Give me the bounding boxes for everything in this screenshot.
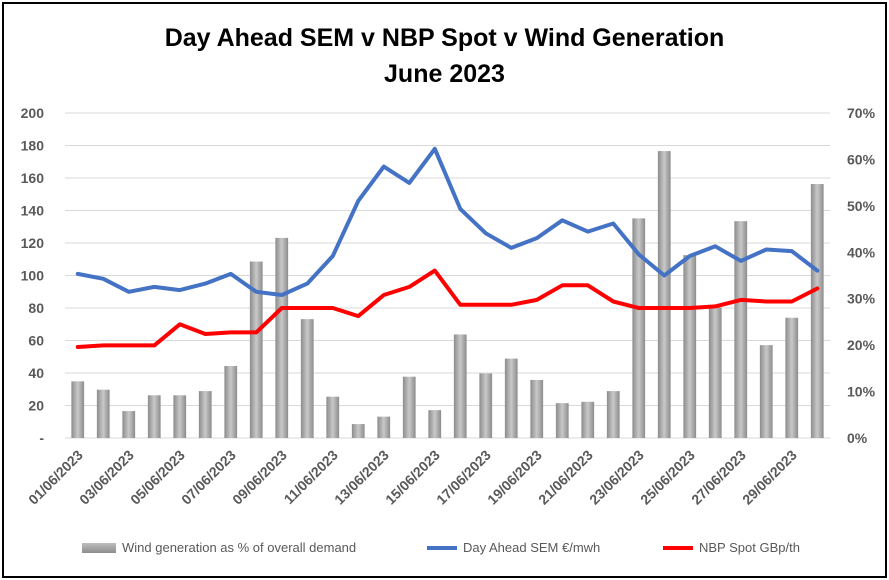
y-left-tick-label: 80 bbox=[28, 300, 44, 316]
wind-bar bbox=[504, 358, 518, 438]
legend-label-wind: Wind generation as % of overall demand bbox=[122, 540, 357, 555]
y-left-tick-label: 120 bbox=[21, 235, 45, 251]
y-left-tick-label: 100 bbox=[21, 268, 45, 284]
wind-bar bbox=[683, 255, 697, 438]
y-right-tick-label: 0% bbox=[847, 430, 868, 446]
wind-bar bbox=[428, 410, 442, 438]
legend-label-nbp: NBP Spot GBp/th bbox=[699, 540, 800, 555]
wind-bar bbox=[810, 184, 824, 438]
x-tick-label: 29/06/2023 bbox=[739, 447, 800, 508]
wind-bar bbox=[402, 376, 416, 438]
wind-bar bbox=[453, 334, 467, 438]
wind-bar bbox=[122, 411, 136, 438]
legend-item-sem: Day Ahead SEM €/mwh bbox=[427, 540, 600, 555]
wind-bar bbox=[734, 221, 748, 438]
wind-bar bbox=[71, 381, 85, 438]
chart-subtitle: June 2023 bbox=[384, 60, 505, 88]
wind-bar bbox=[377, 416, 391, 438]
wind-bar bbox=[657, 151, 671, 439]
legend-item-nbp: NBP Spot GBp/th bbox=[663, 540, 800, 555]
wind-bar bbox=[300, 319, 314, 438]
wind-bar bbox=[555, 403, 569, 438]
y-left-tick-label: - bbox=[39, 430, 44, 446]
y-right-tick-label: 50% bbox=[847, 198, 876, 214]
wind-bar bbox=[479, 373, 493, 438]
wind-bar bbox=[326, 396, 340, 438]
wind-bar bbox=[530, 379, 544, 438]
wind-bar bbox=[708, 307, 722, 438]
y-left-tick-label: 160 bbox=[21, 170, 45, 186]
legend-swatch-sem bbox=[427, 545, 457, 550]
y-left-tick-label: 40 bbox=[28, 365, 44, 381]
wind-bar bbox=[351, 424, 365, 438]
legend-swatch-wind bbox=[82, 542, 116, 553]
wind-bar bbox=[147, 395, 161, 438]
y-right-tick-label: 40% bbox=[847, 244, 876, 260]
wind-bar bbox=[759, 345, 773, 438]
legend-swatch-nbp bbox=[663, 545, 693, 550]
day-ahead-sem-line bbox=[75, 146, 820, 297]
wind-bar bbox=[606, 391, 620, 438]
y-left-tick-label: 180 bbox=[21, 138, 45, 154]
y-right-tick-label: 20% bbox=[847, 337, 876, 353]
chart-title: Day Ahead SEM v NBP Spot v Wind Generati… bbox=[164, 24, 725, 52]
wind-bar bbox=[96, 389, 110, 438]
x-tick-label: 09/06/2023 bbox=[229, 447, 290, 508]
wind-bar bbox=[632, 218, 646, 438]
wind-bar bbox=[198, 391, 212, 438]
y-right-tick-label: 70% bbox=[847, 105, 876, 121]
y-left-tick-label: 60 bbox=[28, 333, 44, 349]
wind-bar bbox=[581, 401, 595, 438]
chart-plot: - 20 40 60 80 100 120 140 160 180 200 0% 10% 20% 30% 40… bbox=[21, 105, 876, 508]
legend-label-sem: Day Ahead SEM €/mwh bbox=[463, 540, 601, 555]
y-right-tick-label: 10% bbox=[847, 384, 876, 400]
y-right-tick-label: 60% bbox=[847, 151, 876, 167]
wind-bar bbox=[249, 261, 263, 438]
chart-legend: Wind generation as % of overall demand D… bbox=[0, 540, 889, 560]
y-left-tick-label: 140 bbox=[21, 203, 45, 219]
y-right-tick-label: 30% bbox=[847, 291, 876, 307]
nbp-spot-line bbox=[75, 268, 820, 349]
wind-bar bbox=[173, 395, 187, 438]
legend-item-wind: Wind generation as % of overall demand bbox=[82, 540, 356, 555]
wind-bar bbox=[224, 366, 238, 438]
y-left-tick-label: 200 bbox=[21, 105, 45, 121]
wind-bar bbox=[275, 237, 289, 438]
wind-bar bbox=[785, 317, 799, 438]
y-left-tick-label: 20 bbox=[28, 398, 44, 414]
